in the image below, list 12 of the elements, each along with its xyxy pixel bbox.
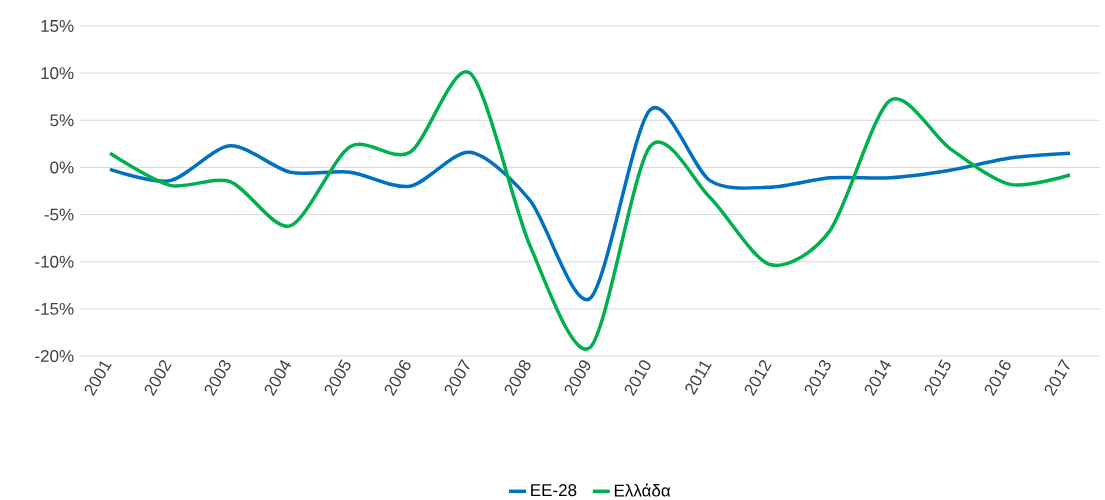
y-tick-label: -20% [35, 349, 74, 363]
line-series [108, 107, 1072, 301]
y-tick-label: -15% [35, 302, 74, 315]
y-tick-label: 5% [50, 114, 74, 127]
legend-label: ΕΕ-28 [531, 484, 577, 497]
y-tick-label: 10% [41, 67, 74, 80]
y-tick-label: 0% [50, 161, 74, 174]
y-tick-label: -5% [44, 208, 74, 221]
y-tick-label: 15% [41, 20, 74, 32]
legend-label: Ελλάδα [614, 483, 671, 497]
y-tick-label: -10% [35, 255, 74, 268]
line-series [108, 70, 1072, 351]
